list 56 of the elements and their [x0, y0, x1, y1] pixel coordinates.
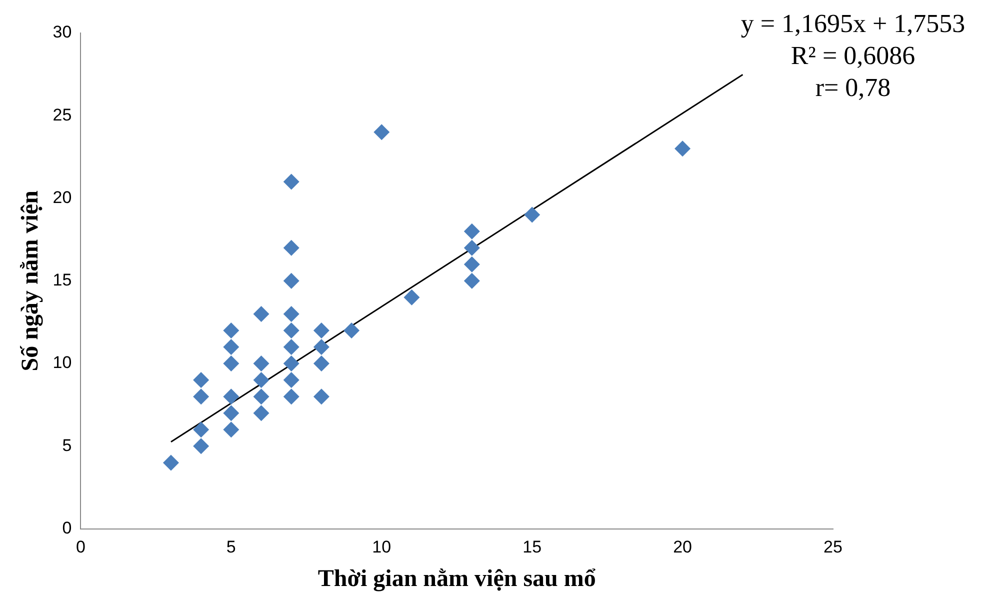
point [283, 306, 300, 322]
point [253, 372, 270, 388]
point [253, 306, 270, 322]
point [464, 256, 480, 272]
x-tick-label: 20 [673, 538, 692, 557]
point [313, 339, 330, 356]
y-tick-label: 15 [52, 270, 72, 290]
point [253, 388, 270, 405]
point [253, 405, 270, 422]
point [193, 372, 210, 388]
y-tick-label: 10 [52, 353, 72, 372]
point [223, 405, 240, 422]
y-tick-label: 25 [52, 105, 72, 124]
annotation: R² = 0,6086 [790, 40, 916, 70]
x-tick-label: 25 [824, 538, 842, 557]
point [283, 240, 300, 256]
point [283, 174, 300, 190]
point [223, 388, 240, 405]
point [464, 223, 480, 240]
point [223, 356, 240, 372]
x-axis-title: Thời gian nằm viện sau mổ [318, 566, 596, 592]
point [283, 356, 300, 372]
point [223, 422, 240, 438]
point [223, 322, 240, 338]
point [464, 272, 480, 289]
x-tick-label: 15 [522, 538, 542, 557]
y-tick-label: 20 [52, 188, 72, 207]
x-tick-label: 10 [372, 538, 392, 557]
x-tick-label: 0 [76, 538, 86, 557]
point [283, 388, 300, 405]
annotation: r= 0,78 [815, 72, 891, 102]
point [283, 272, 300, 289]
point [193, 438, 210, 454]
point [193, 388, 210, 405]
point [253, 356, 270, 372]
point [193, 422, 210, 438]
x-tick-label: 5 [226, 538, 236, 557]
point [313, 388, 330, 405]
point [313, 356, 330, 372]
point [313, 322, 330, 338]
point [344, 322, 360, 338]
point [674, 140, 691, 157]
point [524, 206, 540, 223]
y-tick-label: 30 [52, 22, 72, 42]
point [374, 124, 390, 140]
y-tick-label: 0 [62, 518, 72, 538]
point [223, 339, 240, 356]
point [162, 454, 179, 471]
point [283, 339, 300, 356]
point [464, 240, 480, 256]
y-axis-title: Số ngày nằm viện [18, 190, 44, 372]
annotation: y = 1,1695x + 1,7553 [740, 8, 966, 38]
point [404, 289, 420, 306]
point [283, 372, 300, 388]
y-tick-label: 5 [62, 436, 72, 455]
point [283, 322, 300, 338]
